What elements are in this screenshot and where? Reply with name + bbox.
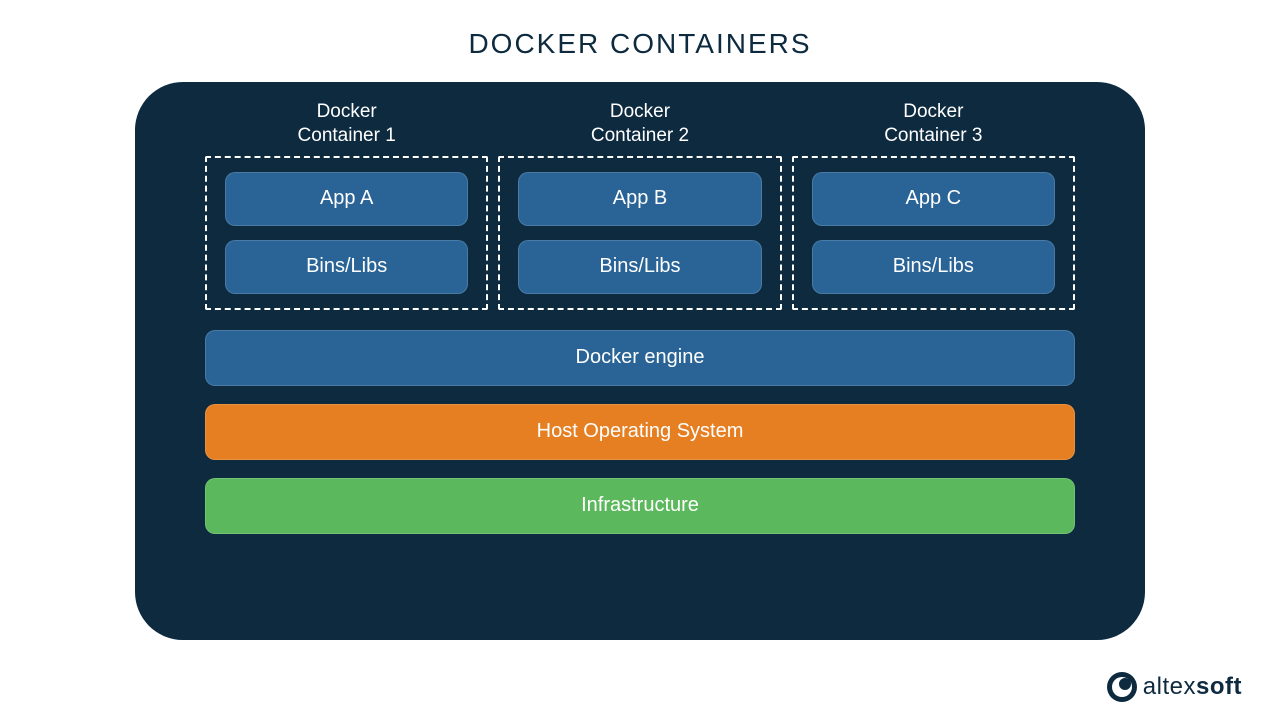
container-3-label: Docker Container 3: [884, 100, 982, 148]
containers-row: Docker Container 1 App A Bins/Libs Docke…: [205, 100, 1075, 310]
container-3-box: App C Bins/Libs: [792, 156, 1075, 310]
app-a-block: App A: [225, 172, 468, 226]
container-2-label: Docker Container 2: [591, 100, 689, 148]
container-1-label: Docker Container 1: [298, 100, 396, 148]
diagram-panel: Docker Container 1 App A Bins/Libs Docke…: [135, 82, 1145, 640]
container-2-box: App B Bins/Libs: [498, 156, 781, 310]
brand-logo-icon: [1107, 672, 1137, 702]
container-1: Docker Container 1 App A Bins/Libs: [205, 100, 488, 310]
host-os-layer: Host Operating System: [205, 404, 1075, 460]
brand-logo: altexsoft: [1107, 672, 1242, 702]
bins-libs-3-block: Bins/Libs: [812, 240, 1055, 294]
bins-libs-2-block: Bins/Libs: [518, 240, 761, 294]
container-2: Docker Container 2 App B Bins/Libs: [498, 100, 781, 310]
app-c-block: App C: [812, 172, 1055, 226]
infrastructure-layer: Infrastructure: [205, 478, 1075, 534]
layer-stack: Docker engine Host Operating System Infr…: [205, 330, 1075, 534]
diagram-title: DOCKER CONTAINERS: [0, 0, 1280, 60]
container-3: Docker Container 3 App C Bins/Libs: [792, 100, 1075, 310]
brand-logo-text: altexsoft: [1143, 673, 1242, 701]
container-1-box: App A Bins/Libs: [205, 156, 488, 310]
docker-engine-layer: Docker engine: [205, 330, 1075, 386]
bins-libs-1-block: Bins/Libs: [225, 240, 468, 294]
app-b-block: App B: [518, 172, 761, 226]
